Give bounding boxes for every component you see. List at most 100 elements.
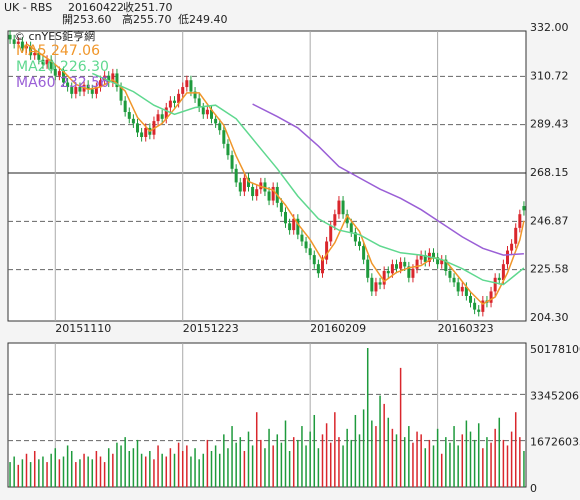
- candle-body: [205, 109, 209, 115]
- volume-bar: [329, 442, 332, 487]
- volume-bar: [46, 462, 48, 487]
- volume-bar: [75, 462, 77, 487]
- volume-bar: [50, 453, 52, 487]
- volume-bar: [523, 450, 525, 487]
- volume-bar: [325, 423, 328, 487]
- volume-bar: [321, 434, 324, 487]
- candle-body: [279, 202, 283, 212]
- candle-body: [247, 177, 250, 187]
- symbol: UK - RBS: [4, 1, 52, 14]
- candle-body: [378, 282, 382, 285]
- volume-bar: [169, 448, 172, 487]
- candle-body: [226, 143, 230, 156]
- volume-bar: [457, 445, 459, 487]
- candle-body: [78, 87, 82, 92]
- candle-body: [111, 73, 115, 83]
- candle-body: [460, 286, 464, 292]
- candle-body: [94, 87, 98, 94]
- candle-body: [407, 266, 411, 278]
- candle-body: [74, 87, 78, 94]
- candle-body: [288, 223, 292, 231]
- candle-body: [386, 270, 390, 274]
- candle-body: [423, 255, 427, 262]
- candle-body: [99, 80, 102, 88]
- candle-body: [349, 223, 353, 233]
- volume-bar: [251, 445, 254, 487]
- candle-body: [403, 261, 407, 267]
- candle-body: [267, 191, 271, 201]
- candle-body: [230, 155, 234, 169]
- volume-bar: [210, 450, 213, 487]
- volume-bar: [140, 453, 143, 487]
- x-tick-label: 20151223: [183, 322, 239, 335]
- candle-body: [464, 286, 468, 296]
- candle-body: [325, 241, 329, 260]
- volume-bar: [112, 453, 114, 487]
- ma-line: [252, 103, 524, 256]
- candle-body: [292, 218, 296, 231]
- y-tick-label: 310.72: [530, 69, 569, 82]
- candle-body: [115, 73, 119, 88]
- candle-body: [86, 84, 90, 90]
- volume-bar: [227, 448, 229, 487]
- candle-body: [251, 186, 255, 197]
- volume-bar: [186, 445, 188, 487]
- volume-bar: [366, 348, 369, 487]
- candle-body: [164, 107, 168, 119]
- volume-bar: [453, 426, 455, 487]
- candle-body: [473, 302, 477, 310]
- candle-body: [321, 259, 324, 274]
- volume-bar: [198, 459, 200, 487]
- candle-body: [333, 214, 337, 226]
- volume-bar: [206, 439, 209, 487]
- volume-bar: [157, 445, 159, 487]
- volume-bar: [449, 442, 451, 487]
- candle-body: [497, 277, 501, 281]
- candle-body: [242, 177, 246, 192]
- volume-bar: [255, 412, 258, 487]
- date: 20160422: [68, 1, 124, 14]
- candle-body: [177, 93, 181, 103]
- volume-bar: [54, 448, 57, 487]
- volume-bar: [482, 448, 484, 487]
- volume-bar: [25, 453, 28, 487]
- volume-bar: [350, 439, 353, 487]
- volume-bar: [58, 459, 61, 487]
- volume-bar: [66, 445, 69, 487]
- volume-bar: [95, 450, 98, 487]
- candle-body: [189, 80, 193, 92]
- candle-body: [201, 107, 205, 115]
- candle-body: [358, 241, 361, 247]
- volume-bar: [362, 409, 365, 487]
- volume-bar: [128, 450, 131, 487]
- candle-body: [440, 259, 444, 265]
- volume-bar: [284, 420, 287, 487]
- price-panel: [7, 30, 527, 322]
- volume-bar: [519, 437, 521, 487]
- volume-bar: [107, 448, 110, 487]
- volume-bar: [334, 412, 336, 487]
- volume-bar: [461, 434, 464, 487]
- volume-bar: [181, 450, 184, 487]
- candle-body: [341, 200, 345, 215]
- candle-body: [57, 71, 61, 76]
- candle-body: [70, 87, 74, 94]
- volume-bar: [473, 439, 476, 487]
- candle-body: [210, 109, 213, 119]
- volume-bar: [346, 428, 348, 487]
- volume-bar: [9, 462, 11, 487]
- candle-body: [255, 189, 259, 197]
- candle-body: [234, 168, 238, 183]
- volume-bar: [268, 428, 270, 487]
- volume-bar: [218, 453, 221, 487]
- candle-body: [218, 123, 222, 131]
- candle-body: [436, 257, 440, 265]
- volume-bar: [21, 459, 24, 487]
- legend-entry: MA20 226.30: [16, 59, 109, 75]
- volume-bar: [514, 412, 517, 487]
- candle-body: [53, 68, 57, 76]
- volume-bar: [358, 434, 361, 487]
- volume-bar: [144, 456, 147, 487]
- candle-body: [136, 123, 139, 133]
